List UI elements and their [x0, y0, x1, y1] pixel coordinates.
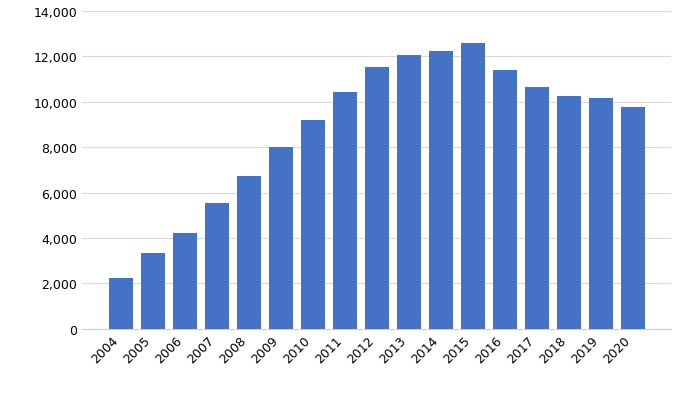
- Bar: [621, 108, 645, 329]
- Bar: [588, 99, 612, 329]
- Bar: [397, 56, 421, 329]
- Bar: [205, 203, 229, 329]
- Bar: [461, 44, 485, 329]
- Bar: [364, 67, 389, 329]
- Bar: [301, 121, 325, 329]
- Bar: [237, 176, 261, 329]
- Bar: [525, 88, 549, 329]
- Bar: [109, 278, 133, 329]
- Bar: [557, 97, 581, 329]
- Bar: [269, 148, 292, 329]
- Bar: [493, 71, 516, 329]
- Bar: [173, 234, 197, 329]
- Bar: [333, 92, 357, 329]
- Bar: [429, 52, 453, 329]
- Bar: [141, 253, 165, 329]
